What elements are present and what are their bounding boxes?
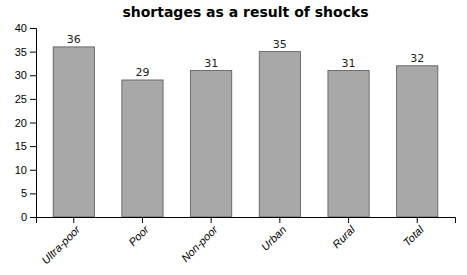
tick-label: Urban xyxy=(259,223,289,253)
tick-label: 25 xyxy=(15,93,27,105)
bars xyxy=(53,47,438,217)
tick-label: Non-poor xyxy=(179,222,221,264)
bar xyxy=(191,71,232,217)
tick-label: 35 xyxy=(15,46,27,58)
tick-label: 15 xyxy=(15,140,27,152)
data-label: 31 xyxy=(204,57,218,70)
tick: 30 xyxy=(15,69,36,81)
axis-line xyxy=(30,29,37,218)
y-axis: 0 5 10 15 20 25 30 35 40 xyxy=(15,22,37,223)
axis-line xyxy=(37,218,456,224)
title: shortages as a result of shocks xyxy=(122,4,368,20)
tick-label: Rural xyxy=(330,223,357,250)
tick-mark xyxy=(30,193,36,194)
tick-mark xyxy=(73,217,74,223)
data-labels: 36 29 31 35 31 32 xyxy=(67,33,424,79)
tick-label: 40 xyxy=(15,22,27,34)
tick-mark xyxy=(30,170,36,171)
tick-mark xyxy=(279,217,280,223)
tick: 10 xyxy=(15,164,36,176)
tick-mark xyxy=(211,217,212,223)
bar xyxy=(259,52,300,217)
tick-mark xyxy=(417,217,418,223)
tick-mark xyxy=(30,217,36,218)
data-label: 36 xyxy=(67,33,81,46)
tick-label: Ultra-poor xyxy=(39,222,83,266)
tick: Rural xyxy=(330,217,357,250)
x-axis: Ultra-poor Poor Non-poor Urban Rural Total xyxy=(37,217,456,266)
tick: 0 xyxy=(21,211,36,223)
tick-mark xyxy=(30,146,36,147)
tick-label: 0 xyxy=(21,211,27,223)
tick-label: Total xyxy=(401,223,426,248)
tick-label: Poor xyxy=(126,222,152,248)
data-label: 29 xyxy=(135,66,149,79)
tick: 40 xyxy=(15,22,36,34)
tick-mark xyxy=(30,99,36,100)
bar xyxy=(397,66,438,217)
tick-mark xyxy=(30,52,36,53)
tick-label: 5 xyxy=(21,187,27,199)
tick: 5 xyxy=(21,187,36,199)
tick: Urban xyxy=(259,217,289,253)
tick: 25 xyxy=(15,93,36,105)
tick: Poor xyxy=(126,217,152,248)
bar xyxy=(122,80,163,217)
data-label: 31 xyxy=(342,57,356,70)
tick: Non-poor xyxy=(179,217,221,264)
tick: Total xyxy=(401,217,426,248)
tick: 20 xyxy=(15,117,36,129)
chart: 0 5 10 15 20 25 30 35 40 Ultra-poor Poor Non-poor Ur… xyxy=(0,0,467,275)
bar xyxy=(53,47,94,217)
tick: Ultra-poor xyxy=(39,217,83,266)
tick-mark xyxy=(30,75,36,76)
tick: 35 xyxy=(15,46,36,58)
tick-label: 30 xyxy=(15,69,27,81)
tick-mark xyxy=(30,28,36,29)
bar xyxy=(328,71,369,217)
tick-mark xyxy=(30,123,36,124)
data-label: 32 xyxy=(410,52,424,65)
tick-mark xyxy=(348,217,349,223)
plot-area: 0 5 10 15 20 25 30 35 40 Ultra-poor Poor Non-poor Ur… xyxy=(15,22,456,266)
data-label: 35 xyxy=(273,38,287,51)
tick-mark xyxy=(142,217,143,223)
tick-label: 20 xyxy=(15,117,27,129)
tick-label: 10 xyxy=(15,164,27,176)
tick: 15 xyxy=(15,140,36,152)
